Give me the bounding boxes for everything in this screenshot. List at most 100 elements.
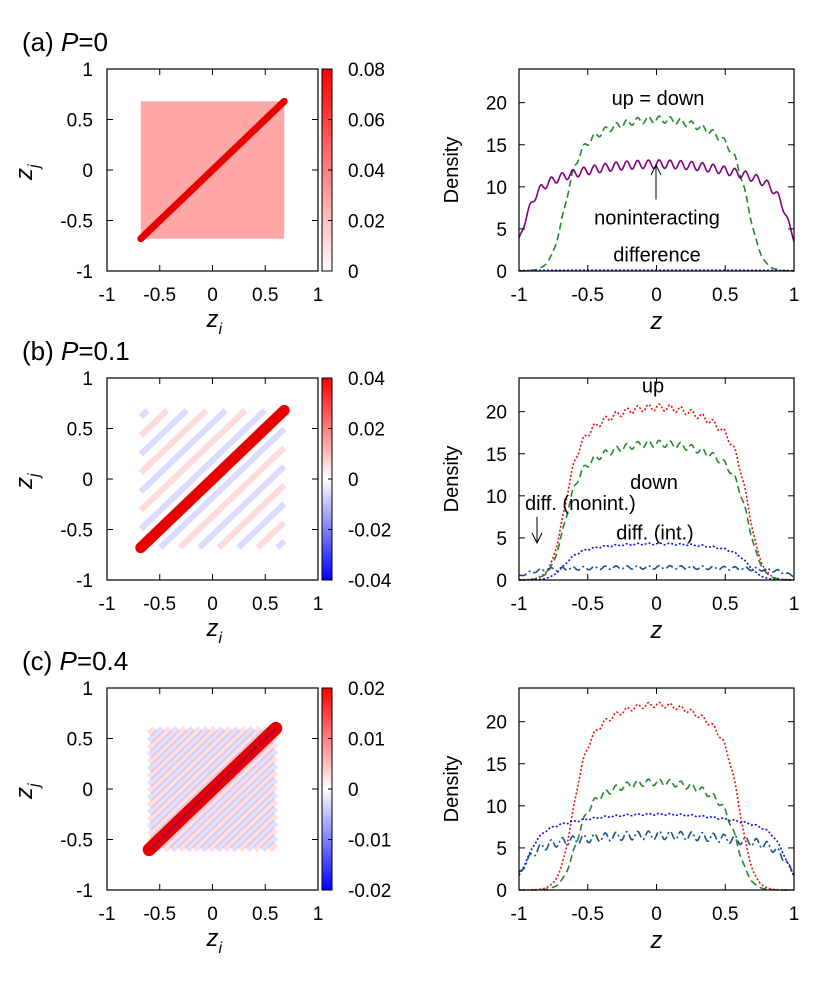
heatmap-stripe bbox=[237, 812, 279, 853]
x-tick-label: -1 bbox=[99, 594, 116, 615]
heatmap-stripe bbox=[255, 520, 287, 550]
x-axis-label: zi bbox=[206, 925, 223, 957]
heatmap-stripe bbox=[146, 725, 264, 838]
x-tick-label: -1 bbox=[99, 904, 116, 925]
y-tick-label: 0 bbox=[496, 262, 507, 283]
y-tick-label: -0.5 bbox=[60, 521, 93, 542]
y-tick-label: 20 bbox=[486, 94, 507, 115]
heatmap-stripe bbox=[216, 482, 287, 550]
annotation-diff-int: diff. (int.) bbox=[616, 523, 693, 545]
heatmap-stripe bbox=[158, 426, 287, 550]
y-tick-label: 0.5 bbox=[67, 420, 93, 441]
x-tick-label: -0.5 bbox=[143, 904, 176, 925]
heatmap-stripe bbox=[146, 725, 249, 824]
colorbar-tick-label: 0.08 bbox=[348, 60, 385, 81]
x-tick-label: -0.5 bbox=[571, 594, 604, 615]
heatmap-stripe bbox=[252, 826, 279, 853]
x-tick-label: 0.5 bbox=[712, 904, 738, 925]
heatmap-stripe bbox=[197, 464, 287, 550]
heatmap-stripe bbox=[267, 841, 279, 853]
x-tick-label: 1 bbox=[789, 594, 800, 615]
colorbar-tick-label: 0 bbox=[348, 470, 359, 491]
x-tick-label: 0 bbox=[651, 904, 662, 925]
x-tick-label: 0 bbox=[207, 594, 218, 615]
y-tick-label: -1 bbox=[76, 881, 93, 902]
y-tick-label: 1 bbox=[82, 60, 93, 81]
panel-label: (b) P=0.1 bbox=[22, 336, 130, 366]
x-tick-label: 1 bbox=[313, 594, 324, 615]
colorbar-tick-label: 0 bbox=[348, 262, 359, 283]
x-tick-label: 0.5 bbox=[252, 904, 278, 925]
x-tick-label: 1 bbox=[313, 904, 324, 925]
x-axis-label: z bbox=[650, 617, 663, 644]
heatmap-stripe bbox=[146, 725, 218, 795]
heatmap-stripe bbox=[275, 538, 287, 550]
y-tick-label: -1 bbox=[76, 571, 93, 592]
x-tick-label: -0.5 bbox=[143, 594, 176, 615]
series-up-down bbox=[518, 115, 795, 272]
x-tick-label: 1 bbox=[313, 285, 324, 306]
x-tick-label: 0.5 bbox=[712, 594, 738, 615]
y-tick-label: 1 bbox=[82, 679, 93, 700]
x-tick-label: -1 bbox=[511, 904, 528, 925]
heatmap-stripe bbox=[199, 776, 279, 853]
heatmap-stripe bbox=[146, 725, 166, 744]
y-tick-label: 15 bbox=[486, 136, 507, 157]
y-tick-label: 20 bbox=[486, 713, 507, 734]
colorbar-tick-label: 0.04 bbox=[348, 161, 385, 182]
x-tick-label: 0 bbox=[651, 594, 662, 615]
annotation-noninteracting: noninteracting bbox=[594, 208, 720, 230]
heatmap-stripe bbox=[146, 725, 211, 788]
x-tick-label: -0.5 bbox=[143, 285, 176, 306]
heatmap-panel-1: -1 -0.5 0 0.5 1 1 0.5 0 -0.5 -1 zi zj (b) P=0.1 0.04 0… bbox=[11, 336, 392, 647]
heatmap-stripe bbox=[161, 740, 279, 853]
y-tick-label: 0 bbox=[82, 780, 93, 801]
y-tick-label: 5 bbox=[496, 839, 507, 860]
heatmap-stripe bbox=[146, 725, 173, 752]
heatmap-stripe bbox=[138, 408, 189, 457]
heatmap-stripe bbox=[236, 501, 287, 550]
y-tick-label: 1 bbox=[82, 369, 93, 390]
colorbar-tick-label: 0.04 bbox=[348, 369, 385, 390]
series-diff-nonint- bbox=[518, 830, 795, 877]
series-diff-int- bbox=[519, 542, 794, 581]
heatmap-stripe bbox=[184, 761, 279, 853]
y-tick-label: 0.5 bbox=[67, 111, 93, 132]
y-axis-label: Density bbox=[441, 756, 463, 823]
x-tick-label: 1 bbox=[789, 285, 800, 306]
panel-label: (c) P=0.4 bbox=[22, 646, 128, 676]
x-tick-label: 1 bbox=[789, 904, 800, 925]
heatmap-panel-2: -1 -0.5 0 0.5 1 1 0.5 0 -0.5 -1 zi zj (c) P=0.4 0.02 0… bbox=[11, 646, 391, 957]
x-tick-label: 0 bbox=[207, 904, 218, 925]
heatmap-stripe bbox=[146, 725, 234, 809]
x-axis-label: z bbox=[650, 927, 663, 954]
x-tick-label: -0.5 bbox=[571, 904, 604, 925]
heatmap-stripe bbox=[146, 725, 256, 831]
heatmap-stripe bbox=[177, 445, 287, 550]
heatmap-stripe bbox=[259, 834, 279, 853]
y-axis-label: Density bbox=[441, 446, 463, 513]
x-tick-label: -0.5 bbox=[571, 285, 604, 306]
series-diff-nonint- bbox=[518, 564, 795, 578]
heatmap-stripe bbox=[138, 408, 170, 438]
annotation-difference: difference bbox=[613, 245, 700, 267]
y-axis-label: zj bbox=[11, 473, 43, 490]
heatmap-stripe bbox=[146, 725, 188, 766]
heatmap-stripe bbox=[138, 408, 228, 494]
y-tick-label: -1 bbox=[76, 262, 93, 283]
series-down bbox=[519, 778, 794, 891]
colorbar-tick-label: -0.02 bbox=[348, 521, 391, 542]
series-up bbox=[519, 701, 794, 891]
heatmap-stripe bbox=[222, 798, 279, 853]
x-tick-label: -1 bbox=[511, 594, 528, 615]
arrow-head-icon bbox=[531, 532, 543, 545]
y-tick-label: 5 bbox=[496, 220, 507, 241]
heatmap-stripe bbox=[169, 747, 279, 853]
annotation-up-down: up = down bbox=[612, 88, 705, 110]
heatmap-diagonal bbox=[142, 721, 283, 857]
heatmap-stripe bbox=[138, 408, 209, 476]
y-tick-label: 10 bbox=[486, 487, 507, 508]
